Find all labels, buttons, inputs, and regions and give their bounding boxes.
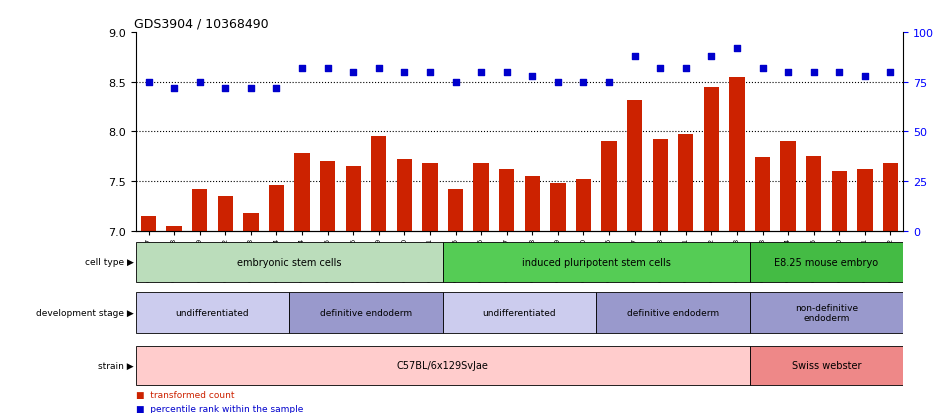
Point bbox=[345, 69, 360, 76]
Bar bbox=[136, 242, 443, 282]
Point bbox=[243, 85, 258, 92]
Text: ■  transformed count: ■ transformed count bbox=[136, 390, 234, 399]
Point bbox=[729, 45, 744, 52]
Point bbox=[652, 65, 667, 72]
Point bbox=[192, 79, 207, 86]
Bar bbox=[627, 100, 642, 231]
Bar bbox=[750, 242, 903, 282]
Point bbox=[499, 69, 514, 76]
Bar bbox=[294, 154, 310, 231]
Point bbox=[602, 79, 617, 86]
Point bbox=[627, 54, 642, 60]
Bar bbox=[167, 226, 182, 231]
Text: GDS3904 / 10368490: GDS3904 / 10368490 bbox=[134, 17, 269, 31]
Point bbox=[269, 85, 284, 92]
Bar bbox=[750, 292, 903, 334]
Point bbox=[397, 69, 412, 76]
Point bbox=[883, 69, 898, 76]
Text: induced pluripotent stem cells: induced pluripotent stem cells bbox=[521, 257, 671, 267]
Bar bbox=[678, 135, 694, 231]
Bar bbox=[550, 184, 565, 231]
Bar bbox=[831, 172, 847, 231]
Bar bbox=[474, 164, 489, 231]
Point bbox=[576, 79, 591, 86]
Bar bbox=[136, 346, 750, 385]
Text: strain ▶: strain ▶ bbox=[98, 361, 134, 370]
Point bbox=[141, 79, 156, 86]
Bar bbox=[422, 164, 438, 231]
Point bbox=[320, 65, 335, 72]
Point bbox=[781, 69, 796, 76]
Point bbox=[755, 65, 770, 72]
Bar bbox=[447, 190, 463, 231]
Bar bbox=[576, 180, 592, 231]
Bar bbox=[729, 78, 745, 231]
Text: definitive endoderm: definitive endoderm bbox=[627, 309, 719, 317]
Point bbox=[832, 69, 847, 76]
Bar bbox=[596, 292, 750, 334]
Text: embryonic stem cells: embryonic stem cells bbox=[237, 257, 342, 267]
Bar bbox=[217, 197, 233, 231]
Bar bbox=[883, 164, 899, 231]
Bar bbox=[243, 214, 258, 231]
Bar bbox=[443, 292, 596, 334]
Bar bbox=[140, 216, 156, 231]
Text: undifferentiated: undifferentiated bbox=[176, 309, 249, 317]
Text: C57BL/6x129SvJae: C57BL/6x129SvJae bbox=[397, 361, 489, 370]
Point bbox=[295, 65, 310, 72]
Bar bbox=[345, 167, 361, 231]
Text: E8.25 mouse embryo: E8.25 mouse embryo bbox=[774, 257, 879, 267]
Point bbox=[474, 69, 489, 76]
Point bbox=[806, 69, 821, 76]
Point bbox=[167, 85, 182, 92]
Point bbox=[218, 85, 233, 92]
Point bbox=[525, 74, 540, 80]
Point bbox=[857, 74, 872, 80]
Bar bbox=[320, 162, 335, 231]
Point bbox=[679, 65, 694, 72]
Point bbox=[448, 79, 463, 86]
Bar bbox=[443, 242, 750, 282]
Bar bbox=[192, 190, 208, 231]
Bar bbox=[397, 160, 412, 231]
Bar bbox=[806, 157, 822, 231]
Text: development stage ▶: development stage ▶ bbox=[37, 309, 134, 317]
Point bbox=[704, 54, 719, 60]
Bar bbox=[781, 142, 796, 231]
Text: cell type ▶: cell type ▶ bbox=[85, 258, 134, 267]
Point bbox=[372, 65, 387, 72]
Bar bbox=[269, 186, 285, 231]
Bar bbox=[652, 140, 668, 231]
Bar bbox=[857, 170, 872, 231]
Bar bbox=[289, 292, 443, 334]
Bar bbox=[371, 137, 387, 231]
Bar bbox=[524, 177, 540, 231]
Bar bbox=[750, 346, 903, 385]
Point bbox=[550, 79, 565, 86]
Text: undifferentiated: undifferentiated bbox=[483, 309, 556, 317]
Bar bbox=[754, 158, 770, 231]
Bar bbox=[601, 142, 617, 231]
Text: ■  percentile rank within the sample: ■ percentile rank within the sample bbox=[136, 404, 303, 413]
Bar bbox=[136, 292, 289, 334]
Text: Swiss webster: Swiss webster bbox=[792, 361, 861, 370]
Text: definitive endoderm: definitive endoderm bbox=[320, 309, 412, 317]
Bar bbox=[704, 88, 719, 231]
Bar bbox=[499, 170, 515, 231]
Point bbox=[422, 69, 437, 76]
Text: non-definitive
endoderm: non-definitive endoderm bbox=[795, 303, 858, 323]
